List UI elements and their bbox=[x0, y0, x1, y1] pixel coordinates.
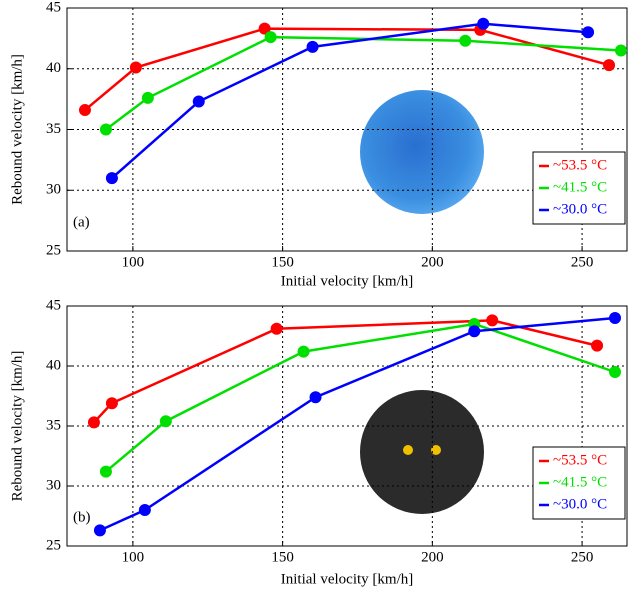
x-tick-label: 150 bbox=[271, 549, 294, 565]
y-tick-label: 30 bbox=[46, 477, 61, 493]
x-tick-label: 200 bbox=[421, 254, 444, 270]
data-point bbox=[609, 366, 622, 378]
plot-frame bbox=[66, 305, 628, 547]
y-tick-label: 45 bbox=[46, 0, 61, 15]
y-tick-label: 35 bbox=[46, 121, 61, 137]
legend-label: ~30.0 °C bbox=[553, 496, 607, 512]
data-point bbox=[264, 31, 277, 44]
x-tick-label: 100 bbox=[122, 254, 145, 270]
x-tick-label: 100 bbox=[122, 549, 145, 565]
data-point bbox=[591, 339, 604, 352]
series-line bbox=[111, 22, 589, 180]
black-ball-photo bbox=[360, 390, 484, 514]
data-point bbox=[477, 17, 490, 30]
data-point bbox=[141, 91, 154, 104]
panel-label: (a) bbox=[73, 214, 90, 230]
yellow-dot bbox=[403, 445, 413, 455]
data-point bbox=[138, 504, 151, 516]
data-point bbox=[297, 345, 310, 358]
data-point bbox=[159, 415, 172, 428]
y-tick-label: 25 bbox=[46, 537, 61, 553]
y-axis-label: Rebound velocity [km/h] bbox=[9, 351, 25, 502]
data-point bbox=[306, 40, 319, 53]
data-point bbox=[93, 524, 106, 537]
y-tick-label: 35 bbox=[46, 417, 61, 433]
series-line bbox=[84, 27, 610, 112]
y-tick-label: 40 bbox=[46, 357, 61, 373]
data-point bbox=[87, 416, 100, 429]
data-point bbox=[105, 172, 118, 185]
data-point bbox=[609, 312, 622, 324]
legend-label: ~53.5 °C bbox=[553, 452, 607, 468]
yellow-dot bbox=[431, 445, 441, 455]
data-point bbox=[99, 465, 112, 478]
legend-label: ~30.0 °C bbox=[553, 201, 607, 217]
data-point bbox=[309, 391, 322, 404]
data-point bbox=[582, 26, 595, 39]
data-point bbox=[99, 123, 112, 136]
x-tick-label: 250 bbox=[571, 549, 594, 565]
x-axis-label: Initial velocity [km/h] bbox=[281, 273, 413, 289]
legend-label: ~41.5 °C bbox=[553, 474, 607, 490]
data-point bbox=[270, 322, 283, 335]
data-point bbox=[615, 44, 628, 57]
data-point bbox=[459, 34, 472, 47]
panel-label: (b) bbox=[73, 509, 91, 525]
data-point bbox=[192, 95, 205, 108]
data-point bbox=[468, 325, 481, 338]
data-point bbox=[105, 397, 118, 410]
data-point bbox=[129, 61, 142, 74]
x-tick-label: 200 bbox=[421, 549, 444, 565]
x-axis-label: Initial velocity [km/h] bbox=[281, 571, 413, 587]
x-tick-label: 150 bbox=[271, 254, 294, 270]
blue-ball-photo bbox=[360, 90, 484, 214]
y-tick-label: 30 bbox=[46, 182, 61, 198]
legend-label: ~53.5 °C bbox=[553, 157, 607, 173]
y-tick-label: 45 bbox=[46, 297, 61, 313]
data-point bbox=[486, 314, 499, 327]
data-point bbox=[78, 104, 91, 117]
x-tick-label: 250 bbox=[571, 254, 594, 270]
plot-frame bbox=[66, 7, 628, 252]
y-axis-label: Rebound velocity [km/h] bbox=[9, 54, 25, 205]
data-point bbox=[603, 59, 616, 72]
data-point bbox=[258, 22, 271, 35]
legend-label: ~41.5 °C bbox=[553, 179, 607, 195]
series-line bbox=[93, 319, 598, 424]
y-tick-label: 25 bbox=[46, 242, 61, 258]
y-tick-label: 40 bbox=[46, 60, 61, 76]
